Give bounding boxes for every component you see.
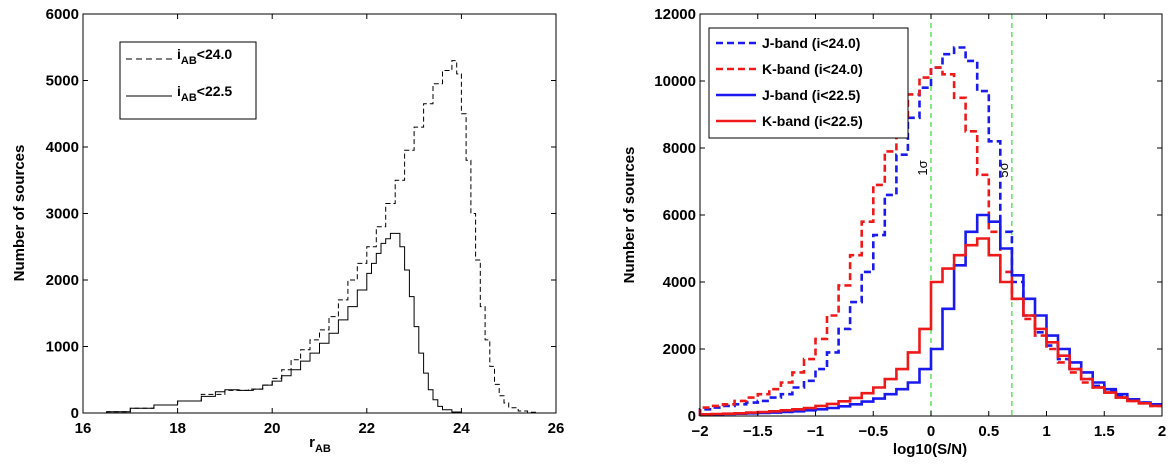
right-curves (698, 46, 1162, 416)
y-tick-label-2: 4000 (663, 274, 696, 291)
y-tick-label-4: 8000 (663, 140, 696, 157)
right-y-axis-title: Number of sources (621, 147, 638, 284)
y-tick-label-2: 2000 (46, 272, 79, 289)
y-tick-label-5: 5000 (46, 73, 79, 90)
legend-label-3: K-band (i<22.5) (762, 113, 863, 129)
y-tick-label-0: 0 (71, 405, 79, 422)
left-curves (83, 60, 556, 414)
y-tick-label-6: 12000 (654, 6, 696, 23)
left-y-axis-title: Number of sources (11, 145, 28, 282)
y-tick-label-3: 3000 (46, 206, 79, 223)
series-line-3 (698, 237, 1162, 416)
legend-label-1: K-band (i<24.0) (762, 61, 863, 77)
series-line-0 (698, 46, 1162, 416)
x-tick-label-3: −0.5 (858, 423, 888, 440)
left-legend-label-0: iAB<24.0 (177, 46, 232, 67)
y-tick-label-0: 0 (688, 408, 696, 425)
x-tick-label-2: 20 (264, 420, 281, 437)
right-x-axis-title: log10(S/N) (893, 441, 967, 458)
x-tick-label-4: 24 (453, 420, 470, 437)
right-legend-box (708, 27, 909, 139)
x-tick-label-1: −1.5 (743, 423, 773, 440)
left-x-axis-title-sub: AB (315, 443, 331, 455)
left-ticks: 16 18 20 22 24 26 0 1000 2000 3000 4000 5000 6000 (46, 6, 565, 437)
x-tick-label-3: 22 (358, 420, 375, 437)
series-line-1 (83, 232, 467, 414)
x-tick-label-4: 0 (927, 423, 935, 440)
y-tick-label-1: 2000 (663, 341, 696, 358)
left-legend-label-1: iAB<22.5 (177, 83, 232, 104)
y-tick-label-4: 4000 (46, 139, 79, 156)
right-reference-lines: 1σ 5σ (915, 14, 1013, 416)
right-histogram-panel: 1σ 5σ −2 −1.5 −1 −0.5 0 0.5 1 1.5 2 0 2000 4000 6000 8… (621, 6, 1166, 458)
x-tick-label-2: −1 (807, 423, 824, 440)
right-ticks: −2 −1.5 −1 −0.5 0 0.5 1 1.5 2 0 2000 4000 6000 8000 10… (654, 6, 1166, 440)
x-tick-label-7: 1.5 (1094, 423, 1115, 440)
left-x-axis-title: rAB (309, 434, 331, 455)
left-legend-box (119, 41, 257, 120)
y-tick-label-6: 6000 (46, 6, 79, 23)
x-tick-label-5: 26 (548, 420, 565, 437)
y-tick-label-1: 1000 (46, 339, 79, 356)
x-tick-label-0: 16 (75, 420, 92, 437)
x-tick-label-5: 0.5 (978, 423, 999, 440)
legend-label-2: J-band (i<22.5) (762, 87, 860, 103)
right-legend: J-band (i<24.0) K-band (i<24.0) J-band (i<… (708, 27, 909, 139)
y-tick-label-3: 6000 (663, 207, 696, 224)
left-x-axis-title-main: r (309, 434, 315, 451)
left-legend: iAB<24.0 iAB<22.5 (119, 41, 257, 120)
x-tick-label-0: −2 (691, 423, 708, 440)
x-tick-label-8: 2 (1158, 423, 1166, 440)
reference-line-label-1: 5σ (996, 162, 1011, 177)
legend-label-0: J-band (i<24.0) (762, 35, 860, 51)
left-histogram-panel: 16 18 20 22 24 26 0 1000 2000 3000 4000 5000 6000 Nu… (11, 6, 564, 455)
x-tick-label-6: 1 (1042, 423, 1050, 440)
reference-line-label-0: 1σ (915, 160, 930, 175)
y-tick-label-5: 10000 (654, 73, 696, 90)
x-tick-label-1: 18 (169, 420, 186, 437)
series-line-1 (698, 66, 1162, 416)
